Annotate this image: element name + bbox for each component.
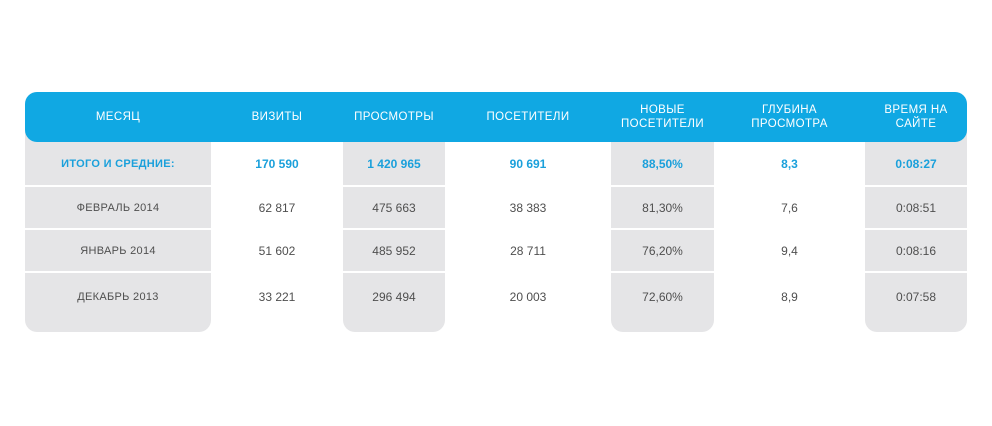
totals-visits: 170 590 [255, 156, 299, 171]
row-month: ФЕВРАЛЬ 2014 [76, 201, 160, 214]
row-month: ЯНВАРЬ 2014 [80, 244, 156, 257]
header-view-depth: ГЛУБИНА ПРОСМОТРА [751, 104, 828, 130]
row-view-depth: 7,6 [781, 200, 798, 215]
row-visits: 51 602 [258, 243, 296, 258]
row-divider [25, 228, 967, 230]
row-time-on-site: 0:08:16 [895, 243, 937, 258]
row-visitors: 38 383 [509, 200, 547, 215]
header-visitors: ПОСЕТИТЕЛИ [486, 111, 570, 123]
totals-visitors: 90 691 [509, 156, 547, 171]
totals-time-on-site: 0:08:27 [895, 156, 937, 171]
row-divider [25, 185, 967, 187]
row-visitors: 28 711 [510, 243, 546, 258]
row-visits: 62 817 [258, 200, 296, 215]
row-views: 475 663 [372, 200, 416, 215]
row-divider [25, 271, 967, 273]
totals-new-visitors: 88,50% [642, 156, 683, 171]
totals-view-depth: 8,3 [781, 156, 798, 171]
totals-label: ИТОГО И СРЕДНИЕ: [61, 157, 175, 170]
row-time-on-site: 0:08:51 [895, 200, 937, 215]
header-time-on-site: ВРЕМЯ НА САЙТЕ [884, 104, 948, 130]
row-visitors: 20 003 [509, 290, 547, 304]
row-views: 485 952 [372, 243, 416, 258]
statistics-table: МЕСЯЦ ВИЗИТЫ ПРОСМОТРЫ ПОСЕТИТЕЛИ НОВЫЕ … [25, 92, 967, 332]
row-view-depth: 8,9 [781, 290, 798, 304]
table-header [25, 92, 967, 142]
row-views: 296 494 [372, 290, 416, 304]
header-views: ПРОСМОТРЫ [354, 111, 434, 123]
totals-views: 1 420 965 [367, 156, 421, 171]
row-new-visitors: 76,20% [642, 243, 683, 258]
row-visits: 33 221 [258, 290, 296, 304]
row-month: ДЕКАБРЬ 2013 [77, 291, 159, 303]
header-visits: ВИЗИТЫ [251, 111, 303, 123]
header-new-visitors: НОВЫЕ ПОСЕТИТЕЛИ [621, 104, 704, 130]
header-month: МЕСЯЦ [95, 111, 141, 123]
row-new-visitors: 81,30% [642, 200, 683, 215]
row-view-depth: 9,4 [781, 243, 798, 258]
row-time-on-site: 0:07:58 [895, 290, 937, 304]
row-new-visitors: 72,60% [642, 290, 683, 304]
